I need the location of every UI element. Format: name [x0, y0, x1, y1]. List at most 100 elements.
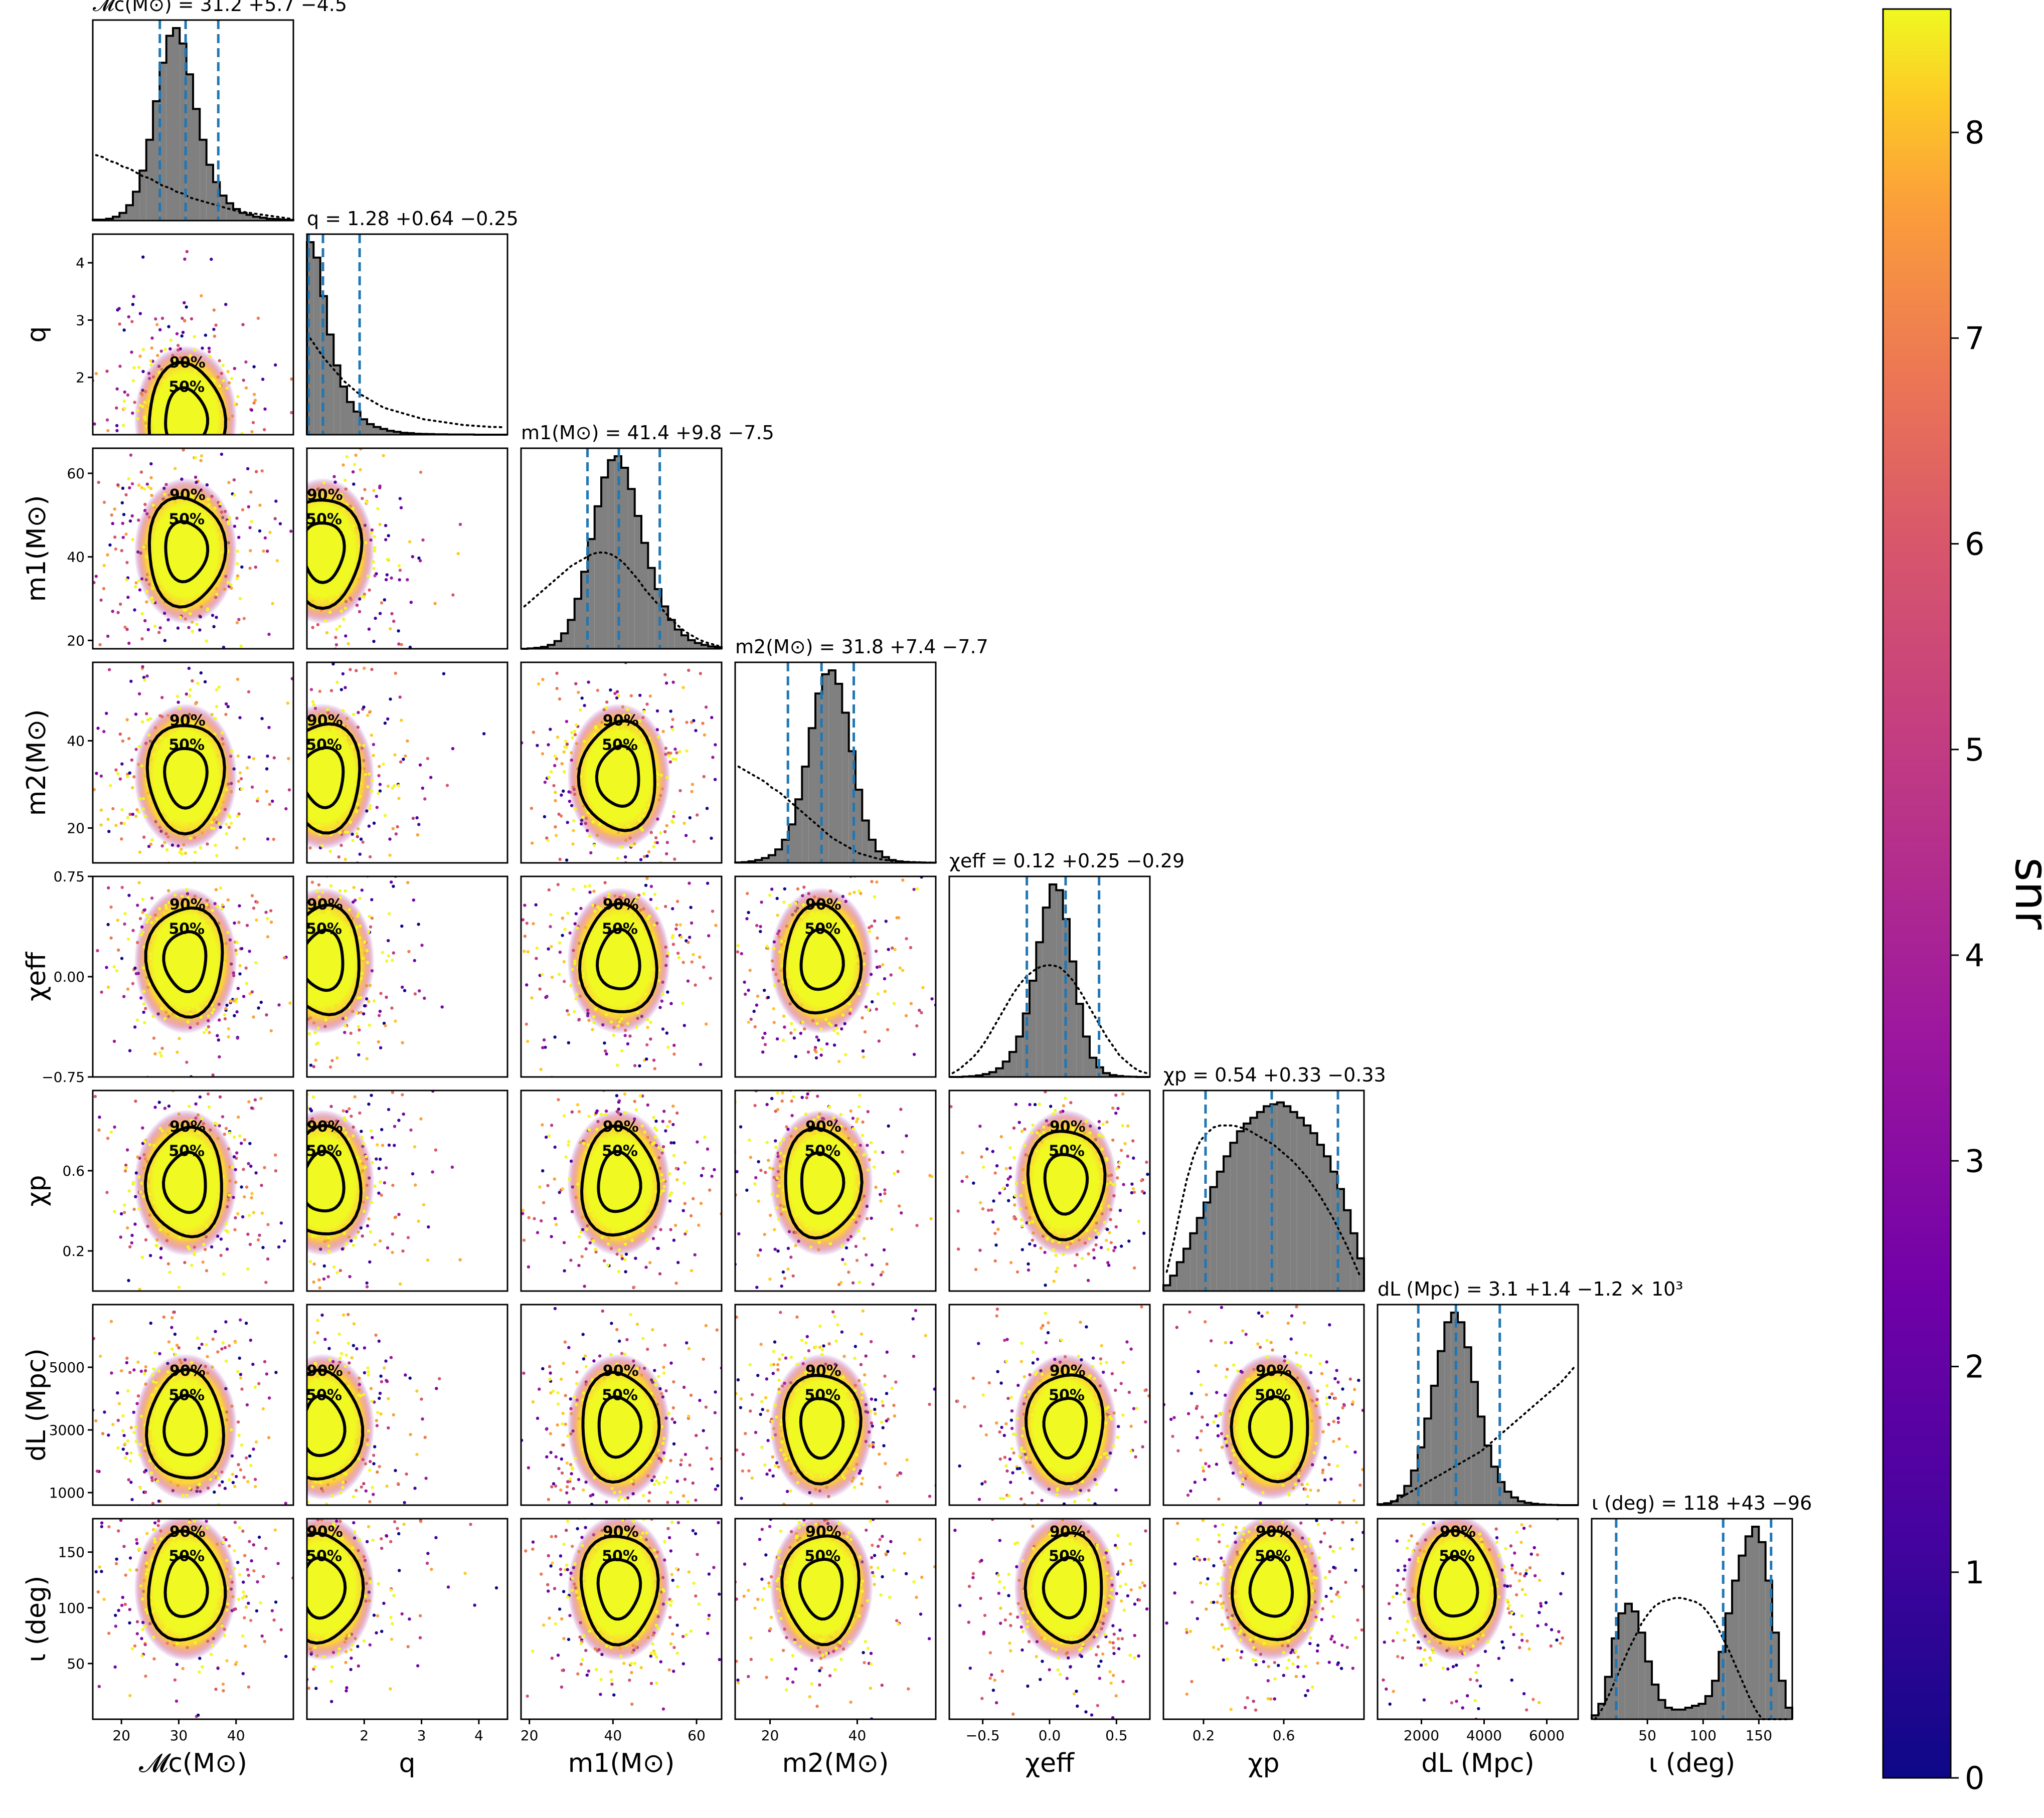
scatter-point	[346, 786, 349, 790]
scatter-point	[330, 557, 333, 561]
scatter-point	[230, 821, 233, 825]
scatter-point	[176, 694, 180, 698]
scatter-point	[224, 606, 227, 609]
scatter-point	[185, 692, 188, 696]
scatter-point	[810, 944, 814, 948]
scatter-point	[263, 937, 266, 940]
scatter-point	[147, 845, 151, 848]
scatter-point	[129, 453, 133, 457]
scatter-point	[224, 303, 228, 306]
scatter-point	[127, 582, 130, 585]
scatter-point	[547, 888, 551, 892]
scatter-point	[191, 461, 194, 464]
scatter-point	[138, 312, 142, 315]
scatter-point	[819, 1027, 823, 1031]
scatter-point	[233, 921, 236, 925]
scatter-point	[195, 938, 199, 942]
scatter-point	[237, 702, 240, 705]
scatter-point	[832, 920, 836, 923]
histogram-bar	[554, 641, 561, 649]
histogram-bar	[159, 63, 166, 221]
scatter-point	[200, 539, 203, 542]
scatter-point	[218, 1018, 221, 1022]
contour-label: 50%	[168, 379, 205, 396]
histogram-bar	[788, 824, 795, 863]
scatter-point	[272, 1023, 275, 1026]
scatter-point	[233, 367, 236, 371]
scatter-point	[264, 735, 267, 738]
scatter-point	[417, 823, 421, 826]
scatter-point	[236, 550, 239, 553]
histogram-bar	[374, 427, 381, 435]
scatter-point	[344, 804, 348, 808]
scatter-point	[186, 536, 190, 539]
scatter-point	[656, 736, 660, 739]
scatter-point	[162, 404, 166, 407]
scatter-point	[202, 1242, 206, 1246]
scatter-point	[152, 403, 156, 407]
scatter-point	[608, 974, 611, 978]
scatter-point	[120, 762, 124, 766]
scatter-point	[778, 950, 782, 954]
scatter-point	[832, 1043, 836, 1047]
scatter-point	[808, 918, 811, 922]
scatter-point	[141, 348, 145, 351]
scatter-point	[637, 818, 641, 822]
scatter-point	[189, 373, 193, 377]
scatter-point	[280, 930, 283, 933]
scatter-point	[245, 924, 249, 927]
scatter-point	[162, 573, 166, 577]
scatter-point	[338, 889, 342, 892]
scatter-point	[530, 996, 534, 1000]
scatter-point	[199, 389, 203, 393]
scatter-point	[158, 569, 162, 573]
scatter-point	[150, 596, 154, 600]
scatter-point	[198, 404, 202, 408]
scatter-point	[615, 690, 619, 693]
scatter-point	[261, 1030, 264, 1033]
scatter-point	[192, 517, 196, 521]
scatter-point	[132, 295, 135, 298]
scatter-point	[664, 681, 668, 685]
scatter-point	[357, 1025, 360, 1028]
scatter-point	[85, 534, 88, 537]
scatter-point	[655, 841, 659, 844]
scatter-point	[790, 1022, 793, 1025]
y-tick-label: 20	[67, 820, 85, 836]
scatter-point	[115, 387, 119, 391]
scatter-point	[198, 423, 202, 426]
scatter-point	[194, 369, 198, 373]
scatter-point	[545, 836, 549, 840]
scatter-point	[848, 947, 852, 951]
scatter-point	[699, 1062, 703, 1066]
scatter-point	[303, 714, 306, 717]
scatter-point	[185, 888, 189, 891]
scatter-point	[106, 923, 110, 927]
scatter-point	[337, 1084, 340, 1087]
scatter-point	[344, 857, 347, 861]
scatter-point	[98, 643, 102, 647]
scatter-point	[573, 1010, 576, 1014]
scatter-point	[256, 443, 259, 446]
scatter-point	[241, 1215, 245, 1219]
scatter-point	[202, 1031, 206, 1034]
scatter-point	[918, 1008, 921, 1012]
scatter-point	[253, 988, 256, 991]
scatter-point	[271, 943, 274, 946]
scatter-point	[113, 1210, 116, 1213]
scatter-point	[194, 554, 197, 558]
scatter-point	[770, 887, 774, 891]
scatter-point	[250, 785, 254, 789]
scatter-point	[126, 596, 130, 599]
scatter-point	[690, 720, 694, 724]
scatter-point	[341, 524, 345, 528]
scatter-point	[229, 460, 232, 463]
scatter-point	[266, 550, 269, 553]
scatter-point	[184, 1184, 188, 1188]
scatter-point	[277, 797, 280, 800]
scatter-point	[313, 941, 317, 945]
scatter-point	[340, 497, 344, 501]
scatter-point	[152, 1036, 156, 1040]
y-tick-label: 40	[67, 733, 85, 750]
contour-label: 90%	[169, 486, 206, 504]
